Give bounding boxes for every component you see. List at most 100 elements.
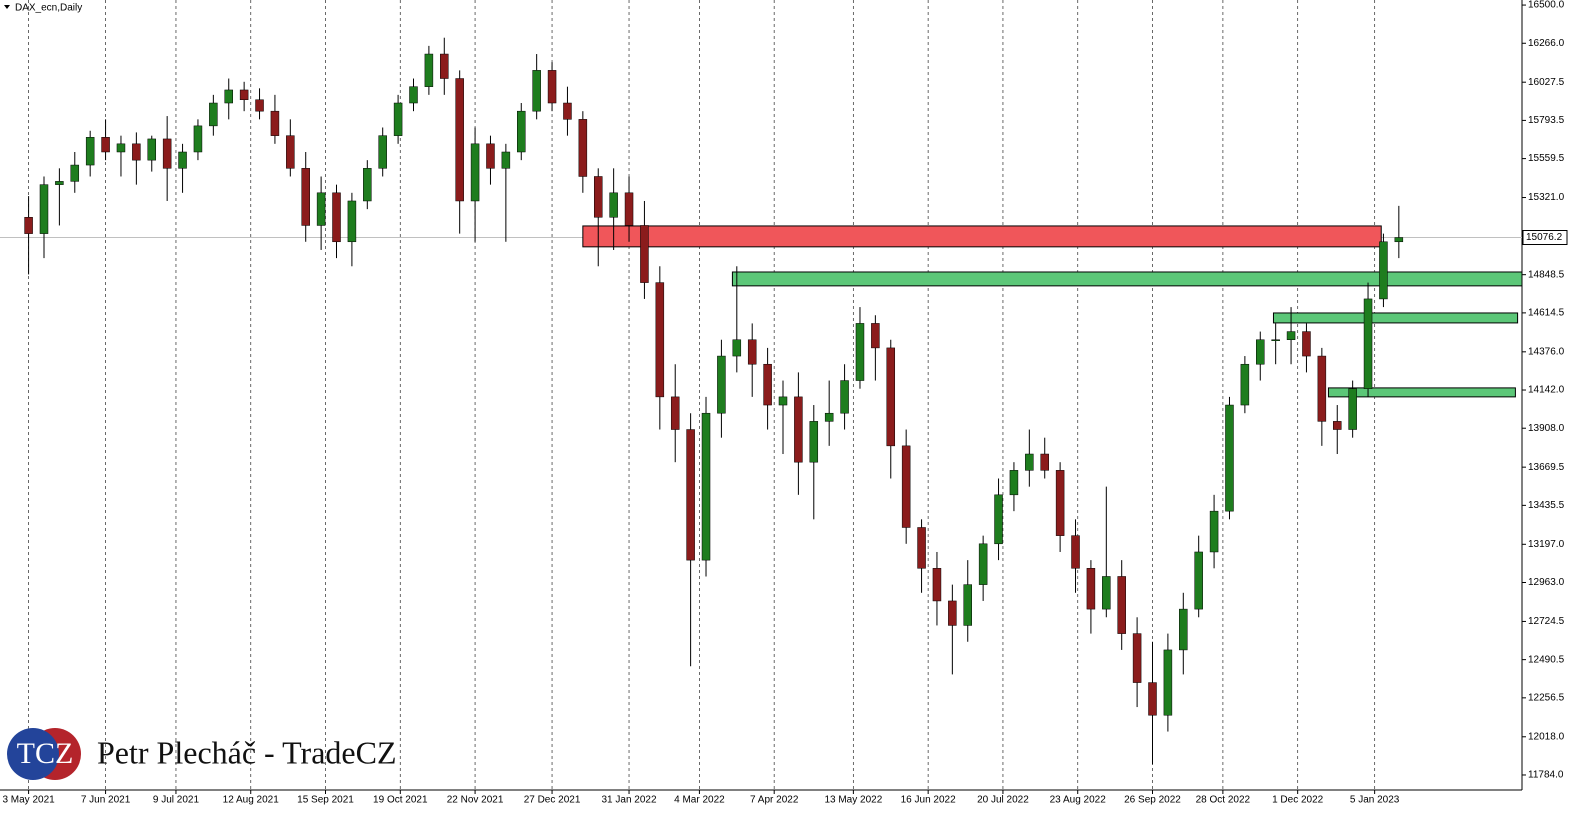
x-tick-label: 15 Sep 2021 bbox=[297, 795, 354, 806]
title-arrow bbox=[4, 5, 10, 9]
x-tick-label: 31 Jan 2022 bbox=[602, 795, 657, 806]
candle-body bbox=[270, 110, 280, 136]
candle-body bbox=[547, 70, 557, 104]
candle-body bbox=[824, 412, 834, 422]
candle-body bbox=[855, 323, 865, 381]
candle-body bbox=[70, 164, 80, 182]
current-price-label: 15076.2 bbox=[1526, 232, 1563, 243]
candle-body bbox=[363, 168, 372, 202]
candle-body bbox=[593, 176, 603, 218]
y-tick-label: 16266.0 bbox=[1528, 38, 1565, 49]
candle-body bbox=[301, 168, 310, 226]
y-tick-label: 14848.5 bbox=[1528, 269, 1565, 280]
candle-body bbox=[286, 135, 295, 169]
x-tick-label: 22 Nov 2021 bbox=[447, 795, 504, 806]
candle-body bbox=[347, 200, 357, 243]
candle-body bbox=[440, 53, 449, 79]
candle-body bbox=[39, 184, 49, 234]
y-tick-label: 15321.0 bbox=[1528, 192, 1565, 203]
x-tick-label: 27 Dec 2021 bbox=[524, 795, 581, 806]
candle-body bbox=[932, 568, 942, 602]
candle-body bbox=[393, 102, 403, 136]
x-tick-label: 12 Aug 2021 bbox=[223, 795, 280, 806]
y-tick-label: 12963.0 bbox=[1528, 577, 1565, 588]
y-tick-label: 12018.0 bbox=[1528, 731, 1565, 742]
candle-body bbox=[917, 527, 926, 569]
y-tick-label: 12490.5 bbox=[1528, 654, 1565, 665]
y-tick-label: 14614.5 bbox=[1528, 308, 1565, 319]
candle-body bbox=[640, 225, 649, 283]
candle-body bbox=[1332, 421, 1342, 430]
watermark: TCZ Petr Plecháč - TradeCZ bbox=[7, 728, 397, 780]
candle-body bbox=[563, 102, 572, 120]
x-tick-label: 26 Sep 2022 bbox=[1124, 795, 1181, 806]
x-tick-label: 1 Dec 2022 bbox=[1272, 795, 1324, 806]
y-tick-label: 15559.5 bbox=[1528, 153, 1565, 164]
candle-body bbox=[486, 143, 495, 169]
candle-body bbox=[1348, 388, 1357, 430]
candle-body bbox=[1286, 331, 1296, 340]
candle-body bbox=[840, 380, 849, 414]
candle-body bbox=[655, 282, 665, 398]
y-tick-label: 13435.5 bbox=[1528, 500, 1565, 511]
candle-body bbox=[1102, 576, 1111, 610]
candle-body bbox=[1040, 453, 1049, 471]
candle-body bbox=[994, 494, 1003, 545]
candle-body bbox=[85, 137, 95, 166]
candle-body bbox=[747, 339, 757, 365]
candle-body bbox=[193, 125, 203, 153]
candle-body bbox=[1317, 355, 1327, 422]
candle-body bbox=[778, 396, 788, 406]
candle-body bbox=[701, 412, 711, 561]
candle-body bbox=[963, 584, 972, 626]
candle-body bbox=[316, 192, 326, 226]
candle-body bbox=[717, 355, 726, 414]
y-tick-label: 13908.0 bbox=[1528, 423, 1565, 434]
candle-body bbox=[794, 396, 803, 463]
x-tick-label: 7 Apr 2022 bbox=[750, 795, 799, 806]
candle-body bbox=[1225, 404, 1234, 512]
candle-body bbox=[224, 89, 233, 104]
candle-body bbox=[1394, 237, 1404, 243]
candle-body bbox=[178, 151, 187, 169]
candle-body bbox=[609, 192, 618, 218]
candle-body bbox=[470, 143, 480, 202]
candle-body bbox=[1055, 470, 1065, 536]
candle-body bbox=[1117, 576, 1126, 634]
candle-body bbox=[209, 102, 218, 127]
candle-body bbox=[162, 138, 172, 169]
candle-body bbox=[809, 421, 819, 463]
candle-body bbox=[1025, 453, 1034, 471]
candle-body bbox=[1163, 649, 1173, 716]
x-tick-label: 7 Jun 2021 bbox=[81, 795, 131, 806]
candle-body bbox=[1302, 331, 1311, 357]
candle-body bbox=[1363, 298, 1373, 389]
candle-body bbox=[670, 396, 680, 430]
x-tick-label: 4 Mar 2022 bbox=[674, 795, 725, 806]
candle-body bbox=[1194, 551, 1203, 610]
candle-body bbox=[886, 347, 896, 447]
x-tick-label: 28 Oct 2022 bbox=[1196, 795, 1251, 806]
logo-text: TCZ bbox=[17, 737, 74, 770]
candle-body bbox=[532, 70, 541, 112]
x-tick-label: 19 Oct 2021 bbox=[373, 795, 428, 806]
candle-body bbox=[147, 138, 157, 161]
x-tick-label: 5 Jan 2023 bbox=[1350, 795, 1400, 806]
candle-body bbox=[255, 99, 264, 112]
candle-body bbox=[132, 143, 141, 161]
x-tick-label: 3 May 2021 bbox=[2, 795, 55, 806]
zone bbox=[1272, 312, 1519, 324]
candle-body bbox=[624, 192, 634, 226]
candle-body bbox=[1209, 510, 1219, 553]
candle-body bbox=[871, 323, 880, 349]
candle-body bbox=[901, 445, 911, 528]
y-tick-label: 14142.0 bbox=[1528, 385, 1565, 396]
candle-body bbox=[1256, 339, 1265, 365]
candle-body bbox=[686, 429, 695, 561]
y-tick-label: 12724.5 bbox=[1528, 616, 1565, 627]
candle-body bbox=[378, 135, 387, 169]
y-tick-label: 11784.0 bbox=[1528, 770, 1564, 781]
x-tick-label: 13 May 2022 bbox=[824, 795, 882, 806]
candle-body bbox=[1271, 339, 1280, 341]
